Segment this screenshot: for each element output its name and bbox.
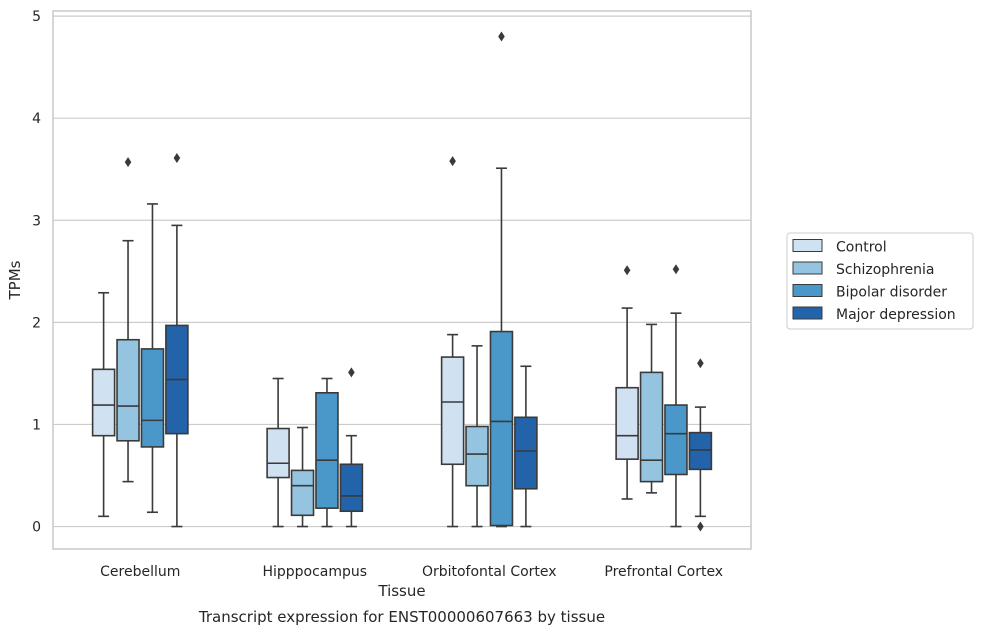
x-tick-label: Hipppocampus <box>262 564 367 580</box>
box-plot <box>339 367 364 528</box>
outlier-point <box>124 157 132 168</box>
box <box>266 427 290 479</box>
legend-frame <box>786 232 974 330</box>
box-plot <box>440 156 465 528</box>
y-tick-label: 2 <box>32 315 41 331</box>
box-plot <box>615 265 639 500</box>
outlier-point <box>697 521 704 532</box>
box <box>440 356 465 466</box>
outlier-point <box>672 264 680 275</box>
legend-label: Control <box>836 240 887 256</box>
box <box>116 338 140 442</box>
y-tick-label: 5 <box>32 9 41 25</box>
box-plot <box>489 31 514 528</box>
legend-label: Major depression <box>836 307 956 323</box>
box <box>339 463 364 513</box>
box-plot <box>116 157 140 483</box>
y-axis-label: TPMs <box>6 260 24 300</box>
box-plot <box>290 426 315 528</box>
y-tick-label: 0 <box>32 520 41 536</box>
legend-label: Schizophrenia <box>836 262 934 278</box>
box <box>514 416 538 490</box>
box-plot <box>315 377 339 528</box>
outlier-point <box>173 153 181 164</box>
box <box>615 386 639 460</box>
plot-frame <box>52 10 752 550</box>
y-tick-label: 1 <box>32 417 41 433</box>
outlier-point <box>623 265 631 276</box>
outlier-point <box>348 367 355 378</box>
legend-label: Bipolar disorder <box>836 285 947 301</box>
outlier-point <box>498 31 505 42</box>
box-plot <box>140 203 165 514</box>
box-plot <box>91 291 116 518</box>
box-plots <box>91 31 713 532</box>
box <box>465 425 489 487</box>
x-axis-label: Tissue <box>377 582 425 600</box>
box-plot <box>514 365 538 528</box>
x-tick-label: Orbitofontal Cortex <box>422 564 557 580</box>
x-tick-labels: Cerebellum Hipppocampus Orbitofontal Corte… <box>100 564 723 580</box>
y-tick-label: 3 <box>32 213 41 229</box>
box <box>688 431 713 471</box>
x-tick-label: Prefrontal Cortex <box>604 564 723 580</box>
box-plot <box>639 323 664 494</box>
x-tick-label: Cerebellum <box>100 564 180 580</box>
box-plot <box>688 358 713 532</box>
box <box>489 330 514 527</box>
legend: Control Schizophrenia Bipolar disorder Majo… <box>786 232 974 330</box>
box <box>664 404 688 476</box>
legend-swatch <box>792 261 823 275</box>
box <box>290 469 315 517</box>
box-plot <box>165 153 189 528</box>
outlier-point <box>449 156 456 167</box>
chart-caption: Transcript expression for ENST0000060766… <box>198 608 605 626</box>
legend-swatch <box>792 306 823 320</box>
box-plot <box>465 345 489 528</box>
legend-swatch <box>792 239 823 252</box>
box-plot <box>266 377 290 528</box>
box <box>91 368 116 437</box>
outlier-point <box>697 358 704 369</box>
legend-swatch <box>792 284 823 297</box>
box <box>140 348 165 448</box>
box-plot <box>664 264 688 528</box>
box <box>315 392 339 509</box>
box <box>639 371 664 483</box>
y-tick-labels: 0 1 2 3 4 5 <box>32 9 41 535</box>
y-tick-label: 4 <box>32 111 41 127</box>
